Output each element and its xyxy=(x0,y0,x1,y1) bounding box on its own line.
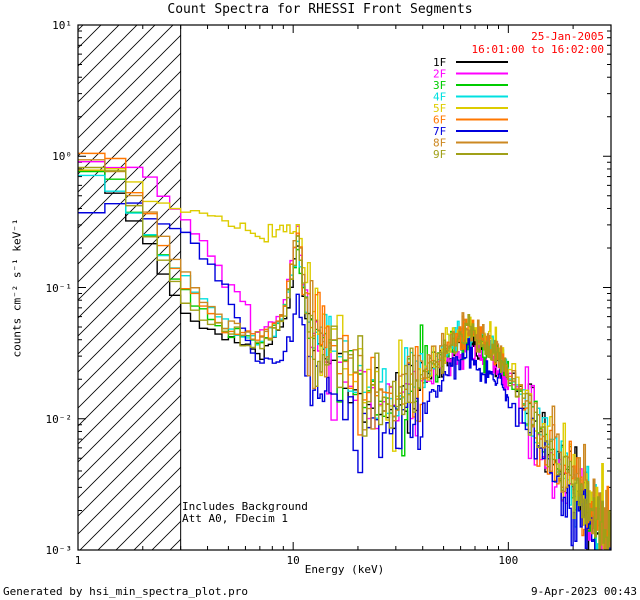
y-tick-label: 10⁻² xyxy=(45,412,73,426)
time-range-label: 16:01:00 to 16:02:00 xyxy=(471,43,604,56)
legend-label-4F: 4F xyxy=(433,91,446,104)
render-timestamp: 9-Apr-2023 00:43 xyxy=(531,585,637,598)
legend-label-2F: 2F xyxy=(433,68,446,81)
legend-label-7F: 7F xyxy=(433,125,446,138)
x-tick-label: 1 xyxy=(74,554,82,567)
x-tick-label: 10 xyxy=(286,554,300,567)
y-tick-label: 10⁰ xyxy=(52,150,72,164)
y-axis-label: counts cm⁻² s⁻¹ keV⁻¹ xyxy=(10,218,24,358)
y-tick-label: 10¹ xyxy=(52,19,72,32)
legend-label-6F: 6F xyxy=(433,114,446,127)
legend-label-9F: 9F xyxy=(433,148,446,161)
legend-label-1F: 1F xyxy=(433,56,446,69)
series-line-5F xyxy=(78,168,611,549)
x-tick-label: 100 xyxy=(498,554,519,567)
plot-frame xyxy=(77,24,612,551)
series-line-9F xyxy=(78,166,611,550)
generator-credit: Generated by hsi_min_spectra_plot.pro xyxy=(3,585,249,598)
legend-label-8F: 8F xyxy=(433,137,446,150)
hatched-low-energy-region xyxy=(78,25,181,550)
series-line-7F xyxy=(78,202,611,550)
axis-ticks xyxy=(77,24,612,551)
series-line-8F xyxy=(78,159,611,550)
attenuator-note: Att A0, FDecim 1 xyxy=(182,512,288,525)
spectra-series xyxy=(78,152,611,550)
plot-title: Count Spectra for RHESSI Front Segments xyxy=(167,2,473,17)
legend-label-3F: 3F xyxy=(433,79,446,92)
legend-label-5F: 5F xyxy=(433,102,446,115)
background-note: Includes Background xyxy=(182,500,308,513)
x-axis-label: Energy (keV) xyxy=(304,563,385,576)
y-tick-label: 10⁻¹ xyxy=(45,281,73,295)
date-label: 25-Jan-2005 xyxy=(531,30,604,43)
y-tick-label: 10⁻³ xyxy=(45,544,73,557)
